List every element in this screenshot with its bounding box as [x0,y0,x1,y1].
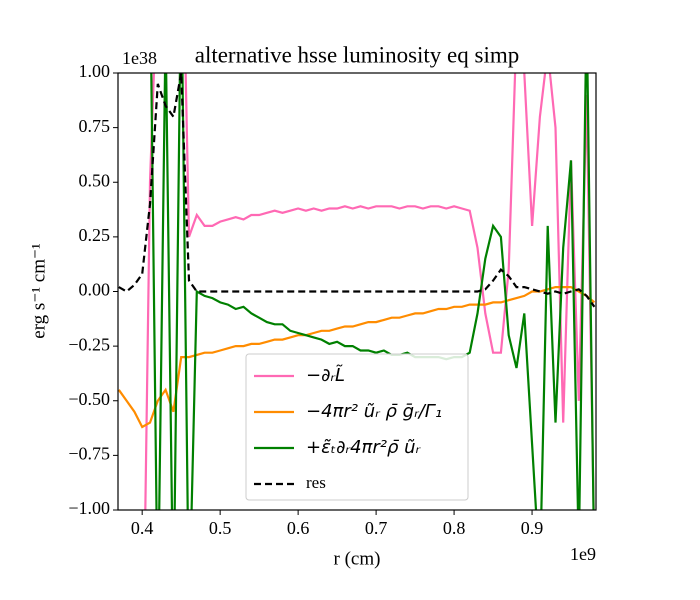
legend-label: +ε̃ₜ∂ᵣ4πr²ρ̄ ũᵣ [306,437,422,458]
y-tick-label: −0.75 [68,444,110,464]
plot-area [118,73,596,510]
y-tick-label: 0.75 [79,116,111,136]
x-tick-label: 0.9 [521,518,544,538]
y-tick-label: −0.50 [68,389,110,409]
y-tick-label: −1.00 [68,498,110,518]
y-tick-label: 0.00 [79,280,111,300]
x-tick-label: 0.8 [443,518,466,538]
x-tick-label: 0.6 [287,518,310,538]
legend-label: −4πr² ũᵣ ρ̄ ḡᵣ/Γ₁ [306,401,442,422]
legend-box [245,353,469,501]
x-offset-label: 1e9 [570,544,596,564]
y-tick-label: −0.25 [68,334,110,354]
series-line [118,286,596,429]
y-tick-label: 0.50 [79,170,111,190]
y-offset-label: 1e38 [122,48,157,68]
legend-label: −∂ᵣL̃ [306,365,345,386]
series-line [144,73,595,510]
y-axis-label: erg s⁻¹ cm⁻¹ [28,243,49,339]
x-axis-label: r (cm) [334,548,381,569]
series-line [150,73,595,510]
chart-title: alternative hsse luminosity eq simp [195,42,520,67]
y-tick-label: 1.00 [79,61,111,81]
x-tick-label: 0.7 [365,518,388,538]
y-tick-label: 0.25 [79,225,111,245]
series-line [118,73,596,308]
legend-label: res [306,473,326,492]
x-tick-label: 0.4 [131,518,154,538]
x-tick-label: 0.5 [209,518,232,538]
